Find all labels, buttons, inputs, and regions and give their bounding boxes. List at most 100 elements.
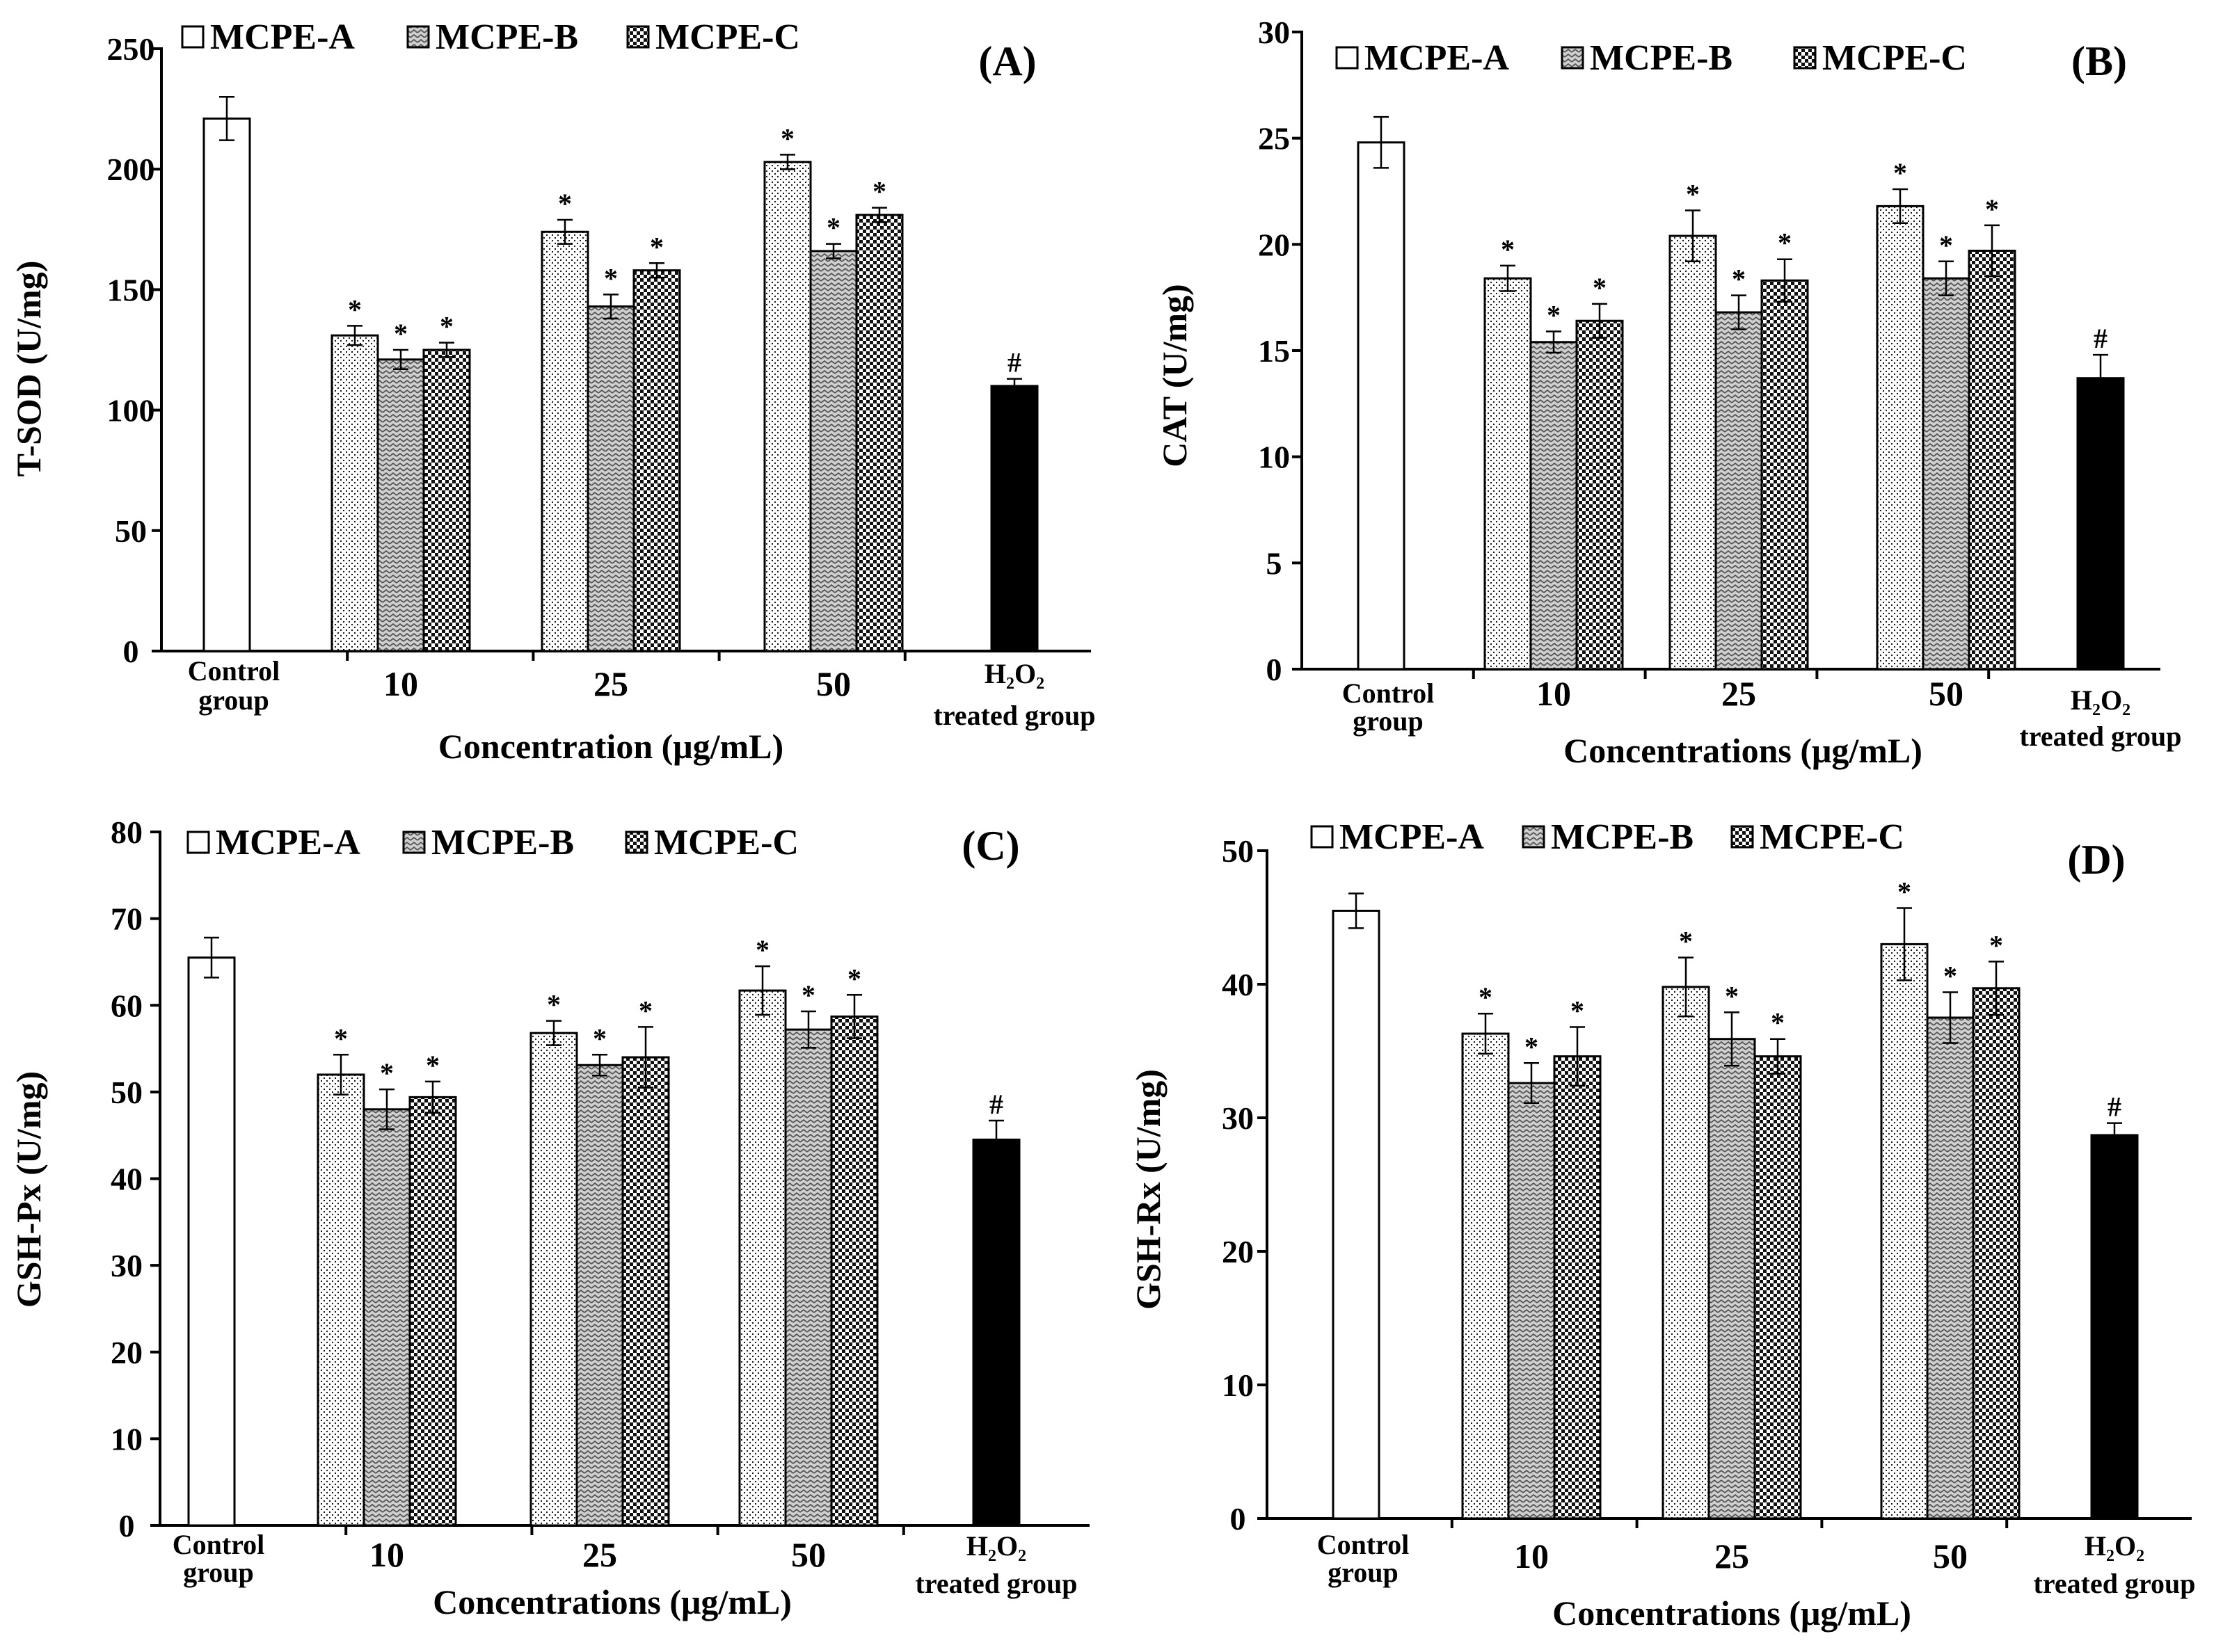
significance-mark: * [440,311,454,342]
legend-label: MCPE-B [431,823,574,863]
x-axis-title: Concentrations (μg/mL) [433,1582,792,1621]
bar-mcpe-b-10 [362,1108,411,1527]
legend-label: MCPE-B [436,17,578,57]
y-tick-label: 200 [107,152,155,187]
legend-label: MCPE-A [1364,38,1509,78]
significance-mark: * [1547,300,1561,331]
legend-label: MCPE-C [654,823,799,863]
y-tick-label: 0 [1266,652,1282,687]
significance-mark: * [639,995,653,1026]
y-tick-label: 150 [107,272,155,307]
significance-mark: * [394,318,408,349]
significance-mark: * [334,1023,348,1054]
y-tick-label: 40 [1222,967,1254,1002]
y-tick-label: 0 [119,1508,135,1543]
y-tick-label: 20 [111,1335,143,1370]
significance-mark: * [593,1023,607,1054]
significance-mark: * [558,188,572,219]
significance-mark: * [426,1050,440,1081]
y-tick-label: 10 [1258,440,1290,475]
x-category-label: 10 [369,1535,404,1574]
x-axis-title: Concentrations (μg/mL) [1563,731,1922,770]
x-axis-title: Concentrations (μg/mL) [1552,1594,1911,1633]
significance-mark: * [1939,230,1953,261]
bar-mcpe-c-50 [1972,987,2021,1520]
x-category-label: 25 [1714,1537,1749,1575]
legend-swatch-mcpe-b [406,25,430,49]
x-category-label-control: Control [188,655,280,687]
legend-label: MCPE-B [1551,817,1694,857]
significance-mark: * [1725,980,1739,1011]
control-group-bar [202,117,251,652]
significance-mark: * [827,212,840,243]
x-category-label-h2o2: treated group [916,1568,1078,1599]
bar-mcpe-c-10 [408,1096,457,1527]
bar-mcpe-c-25 [1753,1055,1802,1520]
x-category-label-control: Control [1317,1529,1410,1560]
panel-label: (D) [2067,837,2125,883]
significance-mark: * [1989,929,2003,961]
bar-mcpe-a-50 [1880,943,1929,1520]
x-category-label: 25 [1721,674,1756,713]
legend-label: MCPE-B [1590,38,1732,78]
h2o2-treated-group-bar [972,1138,1021,1527]
significance-mark: # [2107,1091,2121,1123]
y-tick-label: 15 [1258,333,1290,369]
bar-mcpe-b-25 [587,305,635,652]
x-category-label-h2o2: H₂O₂ [966,1530,1026,1562]
legend-label: MCPE-A [1339,817,1484,857]
y-axis-title: CAT (U/mg) [1155,284,1194,467]
bar-mcpe-b-10 [1529,341,1578,671]
x-category-label-h2o2: H₂O₂ [2085,1530,2144,1562]
y-tick-label: 0 [123,634,139,669]
legend-swatch-mcpe-a [1310,825,1334,849]
legend-label: MCPE-C [655,17,800,57]
significance-mark: * [1570,995,1584,1026]
significance-mark: # [2094,323,2107,354]
significance-mark: * [756,934,770,965]
y-tick-label: 20 [1258,227,1290,262]
y-tick-label: 70 [111,901,143,937]
bar-mcpe-b-50 [784,1028,833,1527]
significance-mark: * [604,262,618,294]
significance-mark: # [1007,347,1021,378]
control-group-bar [187,956,236,1527]
y-tick-label: 50 [111,1075,143,1110]
bar-mcpe-b-25 [575,1064,624,1527]
significance-mark: * [1893,157,1907,189]
significance-mark: * [1985,193,1999,225]
x-category-label-control: group [198,684,269,716]
significance-mark: * [847,963,861,994]
significance-mark: * [348,294,362,325]
x-category-label-control: group [1353,705,1424,737]
y-tick-label: 30 [1258,15,1290,50]
significance-mark: * [1771,1007,1785,1038]
y-axis-title: GSH-Px (U/mg) [9,1071,48,1308]
y-tick-label: 10 [1222,1368,1254,1403]
h2o2-treated-group-bar [2076,377,2125,671]
bar-mcpe-c-25 [632,269,681,652]
significance-mark: * [781,122,795,154]
bar-mcpe-a-10 [330,334,379,652]
x-category-label: 50 [791,1535,826,1574]
bar-mcpe-c-10 [1575,319,1624,671]
bar-mcpe-b-25 [1714,311,1763,671]
legend-swatch-mcpe-a [1335,46,1359,70]
bar-mcpe-c-50 [1968,249,2016,671]
panel-label: (B) [2071,38,2127,84]
bar-mcpe-c-10 [1553,1055,1602,1520]
significance-mark: * [1943,961,1957,992]
y-tick-label: 30 [111,1248,143,1283]
x-category-label: 25 [582,1535,617,1574]
bar-mcpe-c-50 [830,1015,879,1527]
bar-mcpe-b-10 [376,358,425,652]
legend-swatch-mcpe-b [402,831,426,854]
significance-mark: * [873,176,886,207]
y-axis-title: T-SOD (U/mg) [9,261,48,477]
y-tick-label: 5 [1266,545,1282,581]
bar-mcpe-c-10 [422,348,471,652]
x-category-label: 10 [1514,1537,1549,1575]
significance-mark: * [1778,227,1792,259]
